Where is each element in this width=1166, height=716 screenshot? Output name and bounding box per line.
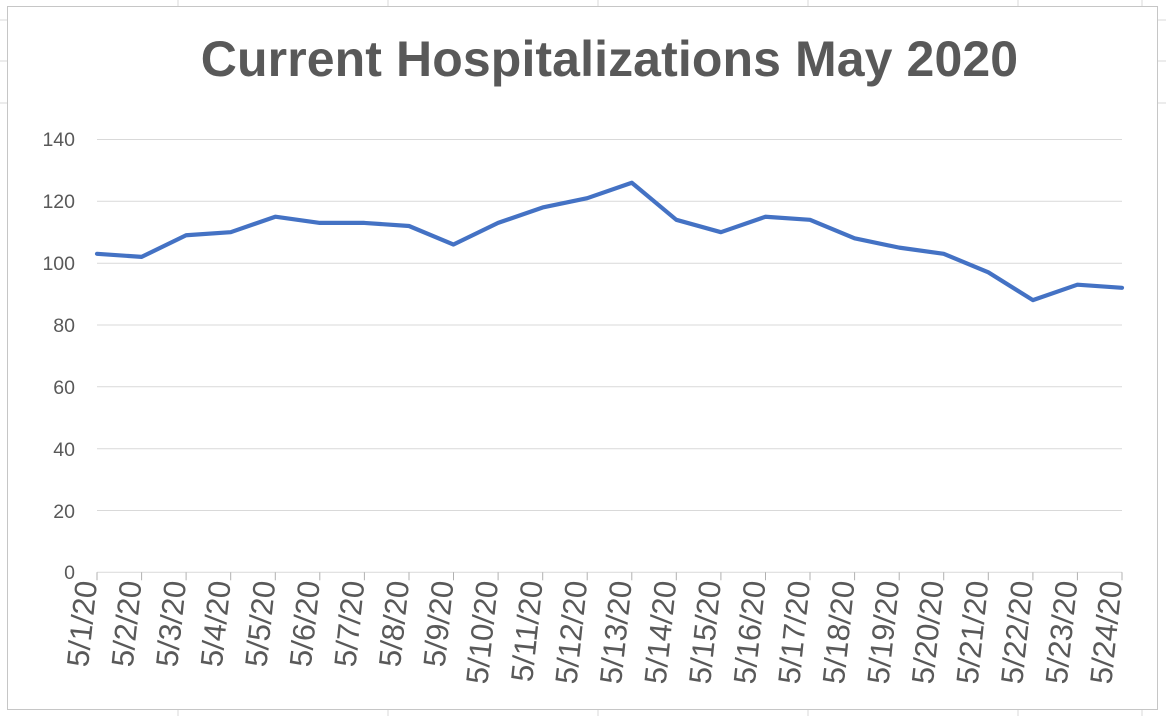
svg-text:40: 40 [53,439,75,461]
svg-text:5/8/20: 5/8/20 [372,579,416,668]
svg-text:5/13/20: 5/13/20 [593,579,639,686]
svg-text:5/18/20: 5/18/20 [816,579,862,686]
svg-text:5/10/20: 5/10/20 [459,579,505,686]
svg-text:5/1/20: 5/1/20 [60,579,104,668]
svg-text:5/12/20: 5/12/20 [549,579,595,686]
svg-text:5/5/20: 5/5/20 [238,579,282,668]
svg-text:120: 120 [42,191,75,213]
svg-text:5/19/20: 5/19/20 [861,579,907,686]
svg-text:5/3/20: 5/3/20 [149,579,193,668]
svg-text:5/23/20: 5/23/20 [1039,579,1085,686]
svg-text:5/4/20: 5/4/20 [194,579,238,668]
svg-text:5/17/20: 5/17/20 [771,579,817,686]
svg-text:5/16/20: 5/16/20 [727,579,773,686]
svg-text:140: 140 [42,129,75,151]
svg-text:5/2/20: 5/2/20 [105,579,149,668]
svg-text:5/7/20: 5/7/20 [328,579,372,668]
svg-text:20: 20 [53,501,75,523]
svg-text:5/14/20: 5/14/20 [638,579,684,686]
svg-text:100: 100 [42,253,75,275]
svg-text:60: 60 [53,377,75,399]
svg-text:5/21/20: 5/21/20 [950,579,996,686]
svg-text:5/24/20: 5/24/20 [1083,579,1129,686]
svg-text:5/22/20: 5/22/20 [994,579,1040,686]
svg-text:80: 80 [53,315,75,337]
svg-text:5/6/20: 5/6/20 [283,579,327,668]
svg-text:5/9/20: 5/9/20 [417,579,461,668]
svg-text:5/11/20: 5/11/20 [504,579,549,683]
svg-text:5/20/20: 5/20/20 [905,579,951,686]
svg-text:5/15/20: 5/15/20 [682,579,728,686]
